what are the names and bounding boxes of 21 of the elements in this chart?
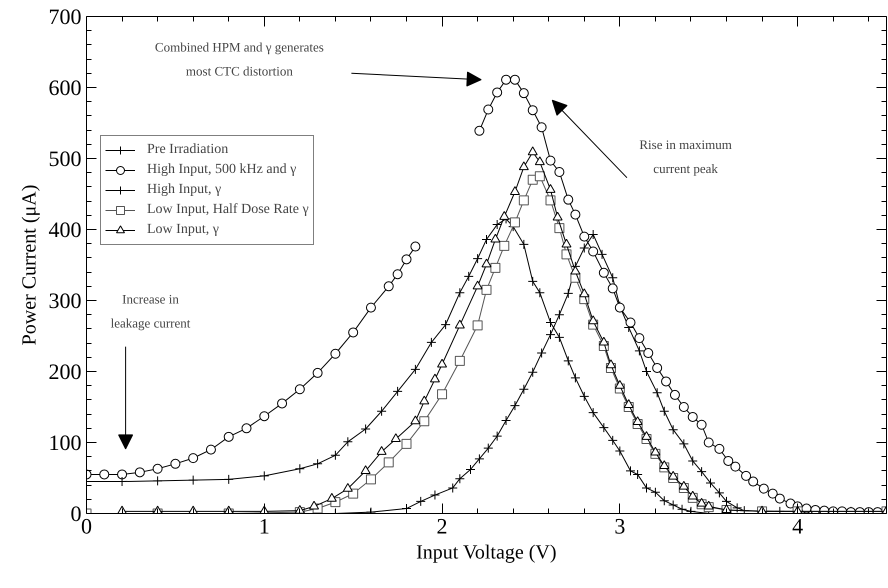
y-tick-label: 500 (48, 146, 82, 171)
y-tick-label: 300 (48, 288, 82, 313)
y-tick-label: 100 (48, 430, 82, 455)
y-tick-label: 700 (48, 4, 82, 29)
x-tick-label: 1 (258, 514, 270, 538)
x-axis-title: Input Voltage (V) (416, 542, 557, 564)
annotation: Increase in leakage current (110, 292, 191, 331)
y-axis-title: Power Current (μA) (18, 184, 40, 346)
y-tick-label: 600 (48, 75, 82, 100)
legend-label: High Input, 500 kHz and γ (147, 162, 296, 178)
legend-label: Low Input, Half Dose Rate γ (147, 202, 309, 218)
legend-label: Low Input, γ (147, 222, 219, 238)
annotation: Combined HPM and γ generates most CTC distortion (154, 40, 324, 79)
y-tick-label: 400 (48, 217, 82, 242)
x-tick-label: 4 (792, 514, 804, 538)
legend-label: High Input, γ (147, 182, 222, 198)
annotation: Rise in maximum current peak (639, 136, 732, 176)
y-tick-label: 200 (48, 359, 82, 384)
x-tick-label: 3 (614, 514, 626, 538)
legend-label: Pre Irradiation (147, 142, 228, 158)
x-tick-label: 2 (436, 514, 448, 538)
